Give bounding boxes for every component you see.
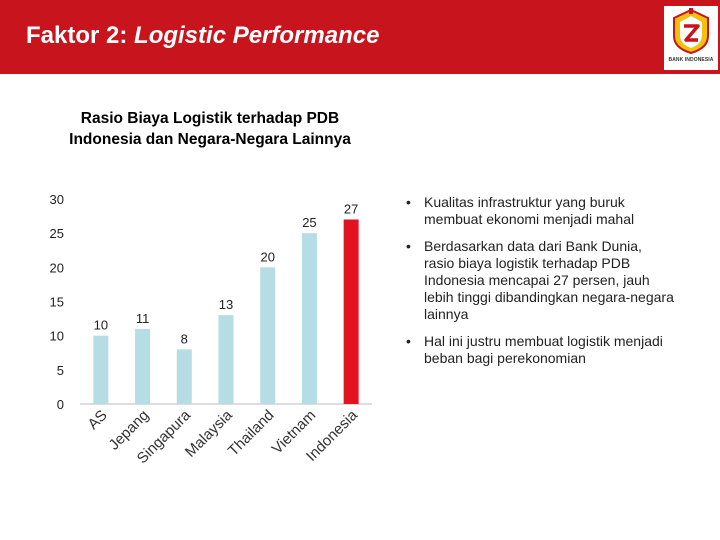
bullet-text: Hal ini justru membuat logistik menjadi … [424, 333, 663, 366]
y-tick-label: 5 [57, 363, 64, 378]
data-label: 27 [344, 202, 358, 217]
slide-title-prefix: Faktor 2: [26, 22, 128, 49]
bar-chart: 05101520253010AS11Jepang8Singapura13Mala… [50, 192, 372, 467]
y-tick-label: 25 [50, 226, 64, 241]
data-label: 25 [302, 215, 316, 230]
y-tick-label: 0 [57, 397, 64, 412]
x-tick-label: Thailand [225, 407, 278, 460]
bar [343, 219, 359, 404]
bar [260, 267, 276, 404]
logo-emblem-icon [673, 8, 709, 55]
chart-title: Rasio Biaya Logistik terhadap PDB Indone… [30, 108, 390, 150]
header-bar: Faktor 2: Logistic Performance BANK INDO… [0, 0, 720, 74]
bullet-text: Berdasarkan data dari Bank Dunia, rasio … [424, 238, 674, 322]
y-tick-label: 10 [50, 329, 64, 344]
bar [301, 233, 317, 404]
y-tick-label: 15 [50, 295, 64, 310]
data-label: 11 [136, 311, 150, 326]
slide-title-main: Logistic Performance [134, 22, 380, 49]
bar [135, 328, 151, 404]
bullet-list: • Kualitas infrastruktur yang buruk membu… [404, 194, 674, 377]
bullet-dot-icon: • [406, 238, 411, 254]
data-label: 13 [219, 297, 233, 312]
data-label: 20 [260, 249, 274, 264]
data-label: 10 [94, 318, 108, 333]
slide-title: Faktor 2: Logistic Performance [26, 22, 379, 50]
chart-title-line: Rasio Biaya Logistik terhadap PDB [80, 110, 340, 127]
bullet-dot-icon: • [406, 333, 411, 349]
logo-caption: BANK INDONESIA [668, 57, 714, 63]
bar [218, 315, 234, 404]
bullet-item: • Kualitas infrastruktur yang buruk membu… [404, 194, 674, 228]
chart-title-line: Indonesia dan Negara-Negara Lainnya [69, 131, 351, 148]
x-tick-label: AS [85, 407, 111, 433]
bar [176, 349, 192, 404]
data-label: 8 [181, 331, 188, 346]
bar [93, 335, 109, 404]
bullet-item: • Berdasarkan data dari Bank Dunia, rasio… [404, 238, 674, 323]
bullet-dot-icon: • [406, 194, 411, 210]
bullet-item: • Hal ini justru membuat logistik menjadi… [404, 333, 674, 367]
y-tick-label: 20 [50, 260, 64, 275]
y-tick-label: 30 [50, 192, 64, 207]
x-tick-label: Malaysia [182, 406, 236, 460]
bank-indonesia-logo: BANK INDONESIA [664, 6, 718, 70]
bullet-text: Kualitas infrastruktur yang buruk membua… [424, 194, 635, 227]
